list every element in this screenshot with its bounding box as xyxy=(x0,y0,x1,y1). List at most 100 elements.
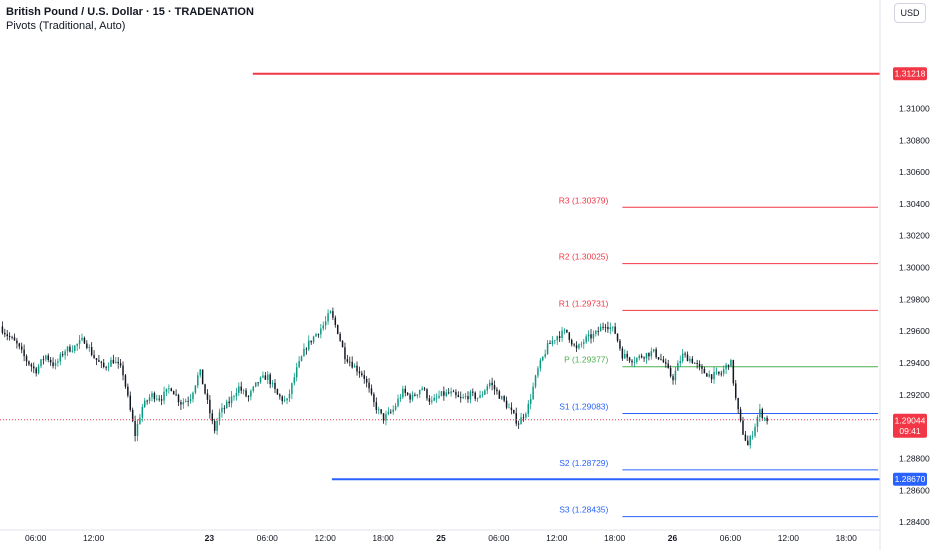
time-tick-label: 26 xyxy=(668,533,678,543)
candle-body xyxy=(744,434,747,441)
candle-body xyxy=(404,388,407,393)
candle-body xyxy=(30,364,33,367)
candle-body xyxy=(16,340,18,344)
candle-body xyxy=(11,336,13,338)
candle-body xyxy=(45,355,47,360)
candle-body xyxy=(660,359,662,361)
candle-body xyxy=(312,336,315,343)
candle-body xyxy=(192,392,194,400)
time-tick-label: 06:00 xyxy=(25,533,47,543)
time-tick-label: 25 xyxy=(436,533,446,543)
candle-body xyxy=(213,421,216,431)
price-tick-label: 1.29400 xyxy=(899,358,930,368)
candle-body xyxy=(457,395,460,397)
time-tick-label: 12:00 xyxy=(315,533,337,543)
candle-body xyxy=(8,336,11,337)
candle-body xyxy=(409,394,411,400)
candle-body xyxy=(710,374,713,380)
candle-body xyxy=(696,362,698,365)
candle-body xyxy=(645,353,648,359)
candle-body xyxy=(211,413,214,422)
time-tick-label: 18:00 xyxy=(372,533,394,543)
candle-body xyxy=(737,398,739,410)
currency-button[interactable]: USD xyxy=(894,3,926,23)
candle-body xyxy=(124,375,127,387)
candle-body xyxy=(631,360,633,363)
candle-body xyxy=(315,333,317,337)
candle-body xyxy=(332,311,334,318)
candle-body xyxy=(513,410,515,414)
pivot-label: S3 (1.28435) xyxy=(559,505,608,515)
candle-body xyxy=(148,397,151,401)
candle-body xyxy=(76,344,78,346)
candle-body xyxy=(276,389,279,395)
candle-body xyxy=(344,347,346,360)
candle-body xyxy=(59,354,62,362)
candle-body xyxy=(353,365,356,368)
candle-body xyxy=(469,391,472,400)
candle-body xyxy=(52,362,54,366)
candle-body xyxy=(131,409,134,422)
candle-body xyxy=(370,388,373,395)
candle-body xyxy=(267,374,269,380)
candle-body xyxy=(329,311,332,314)
candle-body xyxy=(4,332,6,335)
candle-body xyxy=(351,361,353,368)
candle-body xyxy=(679,360,682,364)
candle-body xyxy=(172,391,175,395)
candle-body xyxy=(100,361,103,363)
candle-body xyxy=(90,347,93,356)
candle-body xyxy=(643,357,645,359)
candle-body xyxy=(510,407,513,411)
candle-body xyxy=(665,362,667,364)
candle-body xyxy=(501,396,503,399)
candle-body xyxy=(445,392,448,396)
candle-body xyxy=(279,394,281,397)
candle-body xyxy=(339,333,341,341)
candle-body xyxy=(310,340,312,343)
candle-body xyxy=(539,360,542,369)
candle-body xyxy=(382,413,385,421)
chart-title: British Pound / U.S. Dollar · 15 · TRADE… xyxy=(6,6,254,18)
candle-body xyxy=(416,394,419,396)
candle-body xyxy=(189,399,192,401)
candle-body xyxy=(151,393,153,398)
time-tick-label: 12:00 xyxy=(83,533,105,543)
indicator-legend[interactable]: Pivots (Traditional, Auto) xyxy=(6,20,126,32)
candle-body xyxy=(662,359,665,363)
candle-body xyxy=(426,389,428,399)
candle-body xyxy=(689,358,691,362)
candle-body xyxy=(349,361,351,363)
candle-body xyxy=(295,367,298,378)
time-axis[interactable]: 06:00 12:00 23 06:00 12:00 18:00 25 06:00 12:00 1… xyxy=(0,529,880,543)
candle-body xyxy=(129,395,132,410)
candle-body xyxy=(406,392,409,395)
candle-body xyxy=(160,399,163,401)
candle-body xyxy=(252,386,255,391)
candle-body xyxy=(245,390,247,397)
candle-body xyxy=(377,409,380,411)
candle-body xyxy=(580,343,583,345)
candle-body xyxy=(394,405,397,410)
candle-body xyxy=(440,391,443,396)
candle-body xyxy=(23,349,25,357)
candle-body xyxy=(20,346,23,350)
price-axis[interactable]: 1.31000 1.30800 1.30600 1.30400 1.30200 1.300… xyxy=(879,0,930,550)
candle-body xyxy=(69,346,71,352)
pivot-label: S2 (1.28729) xyxy=(559,458,608,468)
candle-body xyxy=(575,345,578,349)
candle-body xyxy=(472,391,474,393)
candle-body xyxy=(549,343,551,344)
candle-body xyxy=(599,326,602,332)
plot-area[interactable]: R3 (1.30379) R2 (1.30025) R1 (1.29731) P (1… xyxy=(0,72,880,518)
time-tick-label: 18:00 xyxy=(836,533,858,543)
candle-body xyxy=(385,414,387,421)
candle-body xyxy=(390,411,392,413)
candle-body xyxy=(669,367,672,377)
candle-body xyxy=(734,383,737,399)
candle-body xyxy=(693,362,696,364)
candle-body xyxy=(467,396,469,400)
candle-body xyxy=(288,393,291,399)
candle-body xyxy=(481,394,484,396)
